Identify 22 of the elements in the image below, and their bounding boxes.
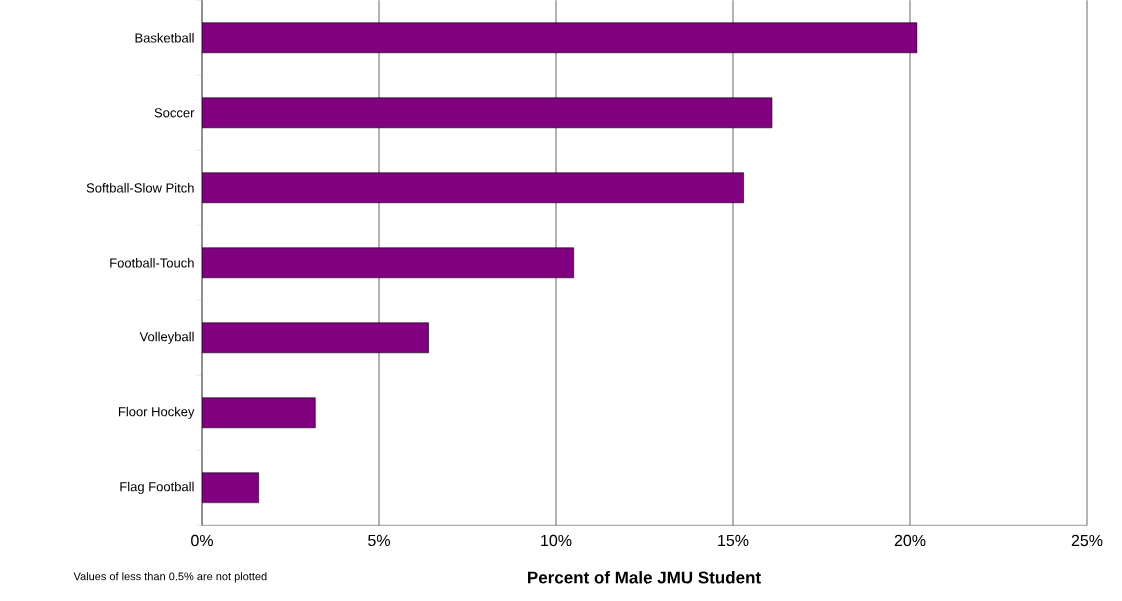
bar [202,397,316,428]
x-tick-label: 25% [1071,534,1103,547]
y-tick-label: Flag Football [120,481,194,494]
bar [202,322,429,353]
x-tick-label: 15% [718,534,749,546]
bar [202,472,259,503]
y-tick-label: Basketball [135,32,194,43]
bar [202,247,574,278]
y-tick-label: Football-Touch [110,257,194,268]
y-tick-label: Floor Hockey [118,406,195,419]
bar [202,172,744,203]
y-tick-label: Soccer [154,108,195,118]
x-tick-label: 0% [191,534,213,547]
x-tick-label: 5% [368,534,390,546]
text: Values of less than 0.5% are not plotted [73,572,267,583]
bar [202,97,773,128]
x-tick-label: 20% [894,534,926,547]
bar [202,22,918,53]
y-tick-label: Volleyball [139,331,194,344]
x-axis-title: Percent of Male JMU Student [528,570,761,584]
y-tick-label: Softball-Slow Pitch [86,182,194,193]
x-tick-label: 10% [541,534,572,547]
